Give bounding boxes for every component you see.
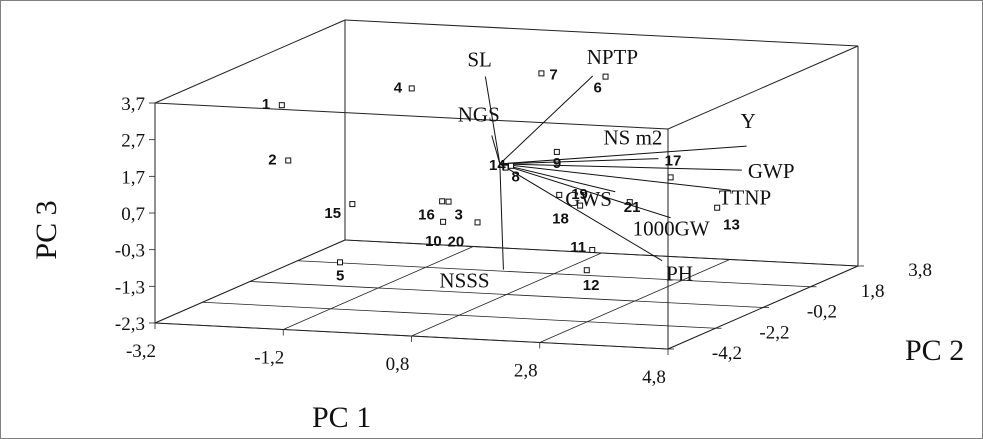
z-tick-label: 1,7 (121, 167, 145, 188)
score-point (583, 267, 590, 274)
loading-vector-line (499, 75, 594, 165)
score-point (538, 70, 545, 77)
x-axis-label: PC 1 (312, 401, 371, 434)
loading-vector-label: NGS (458, 103, 500, 127)
y-tick-label: -4,2 (712, 343, 742, 364)
floor-grid-line (202, 301, 716, 329)
y-tick-label: -0,2 (807, 302, 837, 323)
score-point (589, 247, 596, 254)
floor-grid-line (344, 239, 859, 267)
loading-vector-line (499, 145, 747, 165)
score-point-label: 18 (552, 211, 569, 228)
loading-vector-label: NPTP (587, 45, 638, 69)
z-tick-label: -1,3 (115, 277, 145, 298)
loading-vector-label: GWP (748, 159, 795, 183)
score-point-label: 16 (418, 206, 435, 223)
score-point-label: 3 (455, 207, 463, 224)
score-point-label: 13 (723, 217, 740, 234)
loading-vector-line (499, 163, 616, 193)
score-point (626, 199, 633, 206)
score-point-label: 4 (394, 79, 403, 96)
box-edge (344, 19, 859, 47)
loading-vector-line (499, 163, 731, 191)
score-point-label: 21 (624, 199, 641, 216)
loading-vector-label: NS m2 (604, 126, 663, 150)
x-tick-label: 2,8 (514, 361, 538, 382)
x-tick-label: 4,8 (642, 367, 666, 388)
box-edge (154, 102, 669, 130)
loading-vector-label: Y (741, 109, 756, 133)
z-tick-label: -0,3 (115, 241, 145, 262)
score-point-label: 15 (324, 205, 341, 222)
y-tick-label: -2,2 (759, 322, 789, 343)
floor-grid-line (249, 281, 764, 308)
y-tick-label: 3,8 (908, 260, 932, 281)
score-point (408, 85, 415, 92)
score-point-label: 19 (571, 186, 588, 203)
score-point-label: 9 (553, 155, 561, 172)
score-point (445, 198, 452, 205)
score-point-label: 6 (594, 80, 602, 97)
loading-vector-label: PH (666, 262, 693, 286)
score-point (602, 73, 609, 80)
score-point (285, 157, 292, 164)
y-axis-label: PC 2 (905, 334, 964, 367)
loading-vector-line (499, 163, 663, 262)
box-edge (667, 45, 859, 130)
score-point (337, 259, 344, 266)
score-point-label: 10 (425, 233, 442, 250)
z-tick-label: 3,7 (121, 94, 145, 115)
score-point (278, 102, 285, 109)
loading-vector-line (499, 163, 504, 270)
x-tick-label: -3,2 (126, 341, 156, 362)
score-point (577, 202, 584, 209)
loading-vector-label: SL (467, 48, 492, 72)
score-point-label: 11 (570, 239, 586, 256)
y-tick-label: 1,8 (861, 281, 885, 302)
z-tick-label: 0,7 (121, 204, 145, 225)
loading-vector-line (499, 163, 671, 219)
score-point-label: 12 (583, 277, 600, 294)
score-point-label: 20 (448, 233, 465, 250)
score-point (667, 174, 674, 181)
tick-labels: -2,3 -1,3 -0,3 0,7 1,7 2,7 3,7 -3,2 -1,2 0,8 2,8 4,… (115, 94, 932, 388)
loading-vector-label: TTNP (719, 185, 772, 209)
score-point (553, 148, 560, 155)
score-point-label: 5 (336, 267, 344, 284)
z-tick-label: 2,7 (121, 131, 145, 152)
loading-vectors: SL NPTP NGS NS m2 Y GWP GWS TTNP 1000GW PH NSSS (439, 45, 794, 293)
score-point-label: 2 (268, 152, 276, 169)
score-point-label: 8 (512, 169, 520, 186)
score-point-label: 17 (665, 152, 682, 169)
z-axis-label: PC 3 (30, 200, 63, 259)
loading-vector-line (499, 163, 742, 171)
loading-vector-line (499, 158, 659, 165)
score-point-label: 7 (549, 66, 557, 83)
floor-grid (149, 102, 864, 355)
score-point (440, 218, 447, 225)
floor-grid-line (297, 260, 811, 288)
loading-vector-line (491, 135, 501, 165)
x-tick-label: 0,8 (386, 354, 410, 375)
x-tick-label: -1,2 (254, 348, 284, 369)
score-point-label: 1 (262, 96, 270, 113)
score-point (556, 191, 563, 198)
z-tick-label: -2,3 (115, 314, 145, 335)
score-point-label: 14 (489, 157, 506, 174)
box-edge (154, 19, 346, 104)
score-point (349, 201, 356, 208)
loading-vector-label: NSSS (439, 269, 489, 293)
loading-vector-line (484, 76, 501, 164)
loading-vector-label: GWS (565, 187, 612, 211)
loading-vector-label: 1000GW (633, 217, 710, 241)
score-point (714, 204, 721, 211)
score-point (474, 219, 481, 226)
score-point (439, 198, 446, 205)
score-point (508, 162, 515, 169)
